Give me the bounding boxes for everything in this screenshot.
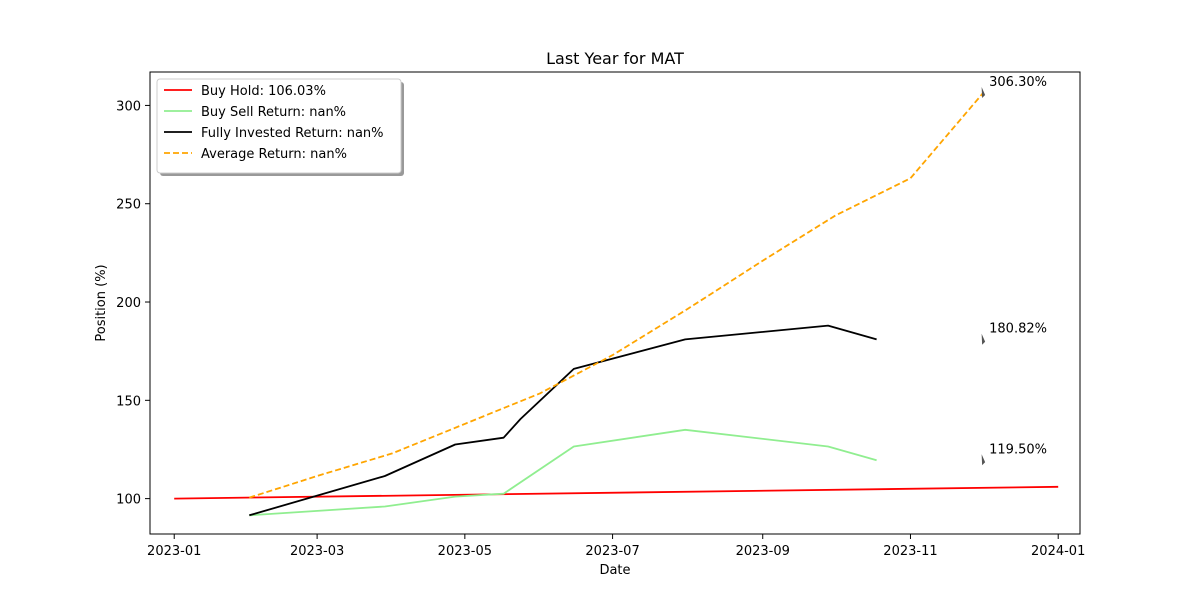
x-tick-label: 2024-01	[1031, 544, 1085, 559]
legend-label: Buy Sell Return: nan%	[201, 105, 346, 120]
y-tick-label: 150	[116, 394, 141, 409]
annotation-label: 306.30%	[989, 75, 1047, 90]
y-tick-label: 250	[116, 198, 141, 213]
y-axis-label: Position (%)	[94, 264, 109, 341]
series-line-fully-invested-return-nan	[249, 324, 877, 517]
x-tick-label: 2023-11	[883, 544, 937, 559]
x-tick-label: 2023-03	[290, 544, 344, 559]
y-tick-label: 200	[116, 296, 141, 311]
x-tick-label: 2023-01	[147, 544, 201, 559]
annotation-marker	[981, 454, 986, 466]
annotation-marker	[981, 87, 986, 99]
annotation-label: 119.50%	[989, 442, 1047, 457]
y-tick-label: 100	[116, 493, 141, 508]
legend-label: Average Return: nan%	[201, 147, 347, 162]
x-tick-label: 2023-09	[736, 544, 790, 559]
series-line-buy-sell-return-nan	[249, 428, 877, 517]
chart-title: Last Year for MAT	[546, 49, 684, 68]
legend-box	[156, 78, 402, 174]
series-line-buy-hold-106-03	[174, 485, 1059, 500]
x-axis: 2023-01 2023-03 2023-05 2023-07 2023-09 2023-…	[147, 534, 1085, 559]
x-tick-label: 2023-07	[585, 544, 639, 559]
annotation-layer: 306.30% 180.82% 119.50%	[981, 75, 1047, 466]
x-axis-label: Date	[599, 563, 630, 578]
x-tick-label: 2023-05	[438, 544, 492, 559]
series-layer	[174, 92, 1059, 517]
series-line-average-return-nan	[249, 92, 984, 499]
legend: Buy Hold: 106.03% Buy Sell Return: nan% Fu…	[156, 78, 404, 176]
y-tick-label: 300	[116, 99, 141, 114]
y-axis: 100 150 200 250 300	[116, 99, 150, 508]
legend-label: Buy Hold: 106.03%	[201, 84, 326, 99]
annotation-label: 180.82%	[989, 322, 1047, 337]
annotation-marker	[981, 333, 986, 345]
legend-label: Fully Invested Return: nan%	[201, 126, 384, 141]
